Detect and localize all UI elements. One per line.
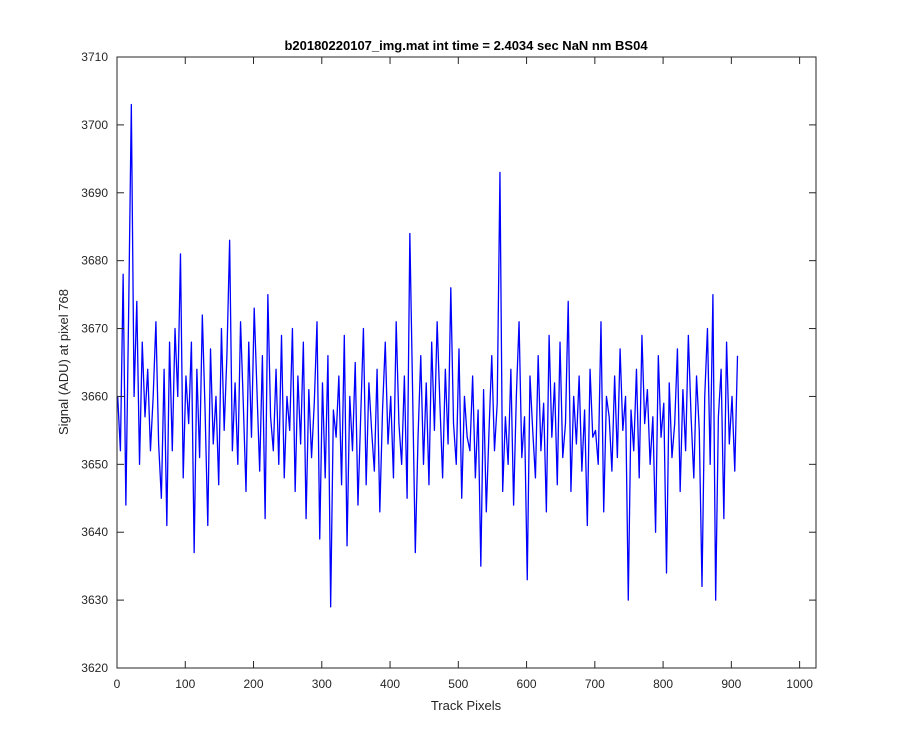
x-tick-label: 900 [721,677,741,691]
y-tick-label: 3680 [81,254,108,268]
y-tick-label: 3670 [81,322,108,336]
x-tick-label: 100 [175,677,195,691]
axes-box [116,56,817,669]
x-tick-label: 1000 [786,677,813,691]
x-tick-label: 400 [380,677,400,691]
x-tick-label: 200 [244,677,264,691]
x-tick-label: 700 [585,677,605,691]
x-axis-label: Track Pixels [431,698,502,713]
x-tick-label: 800 [653,677,673,691]
y-tick-label: 3630 [81,593,108,607]
chart-title: b20180220107_img.mat int time = 2.4034 s… [284,38,648,53]
y-tick-label: 3660 [81,389,108,403]
x-tick-label: 0 [114,677,121,691]
y-tick-label: 3710 [81,50,108,64]
x-tick-label: 600 [517,677,537,691]
series-layer [117,103,739,608]
y-ticks: 3620 3630 3640 3650 3660 3670 3680 3690 3700 3710 [81,50,816,675]
y-tick-label: 3650 [81,457,108,471]
y-tick-label: 3620 [81,661,108,675]
y-tick-label: 3690 [81,186,108,200]
y-tick-label: 3700 [81,118,108,132]
x-ticks: 0 100 200 300 400 500 600 700 800 900 1000 [114,57,813,691]
y-tick-label: 3640 [81,525,108,539]
series-line [117,103,739,608]
y-axis-label: Signal (ADU) at pixel 768 [56,289,71,435]
x-tick-label: 300 [312,677,332,691]
plot-area [117,57,816,668]
x-tick-label: 500 [448,677,468,691]
